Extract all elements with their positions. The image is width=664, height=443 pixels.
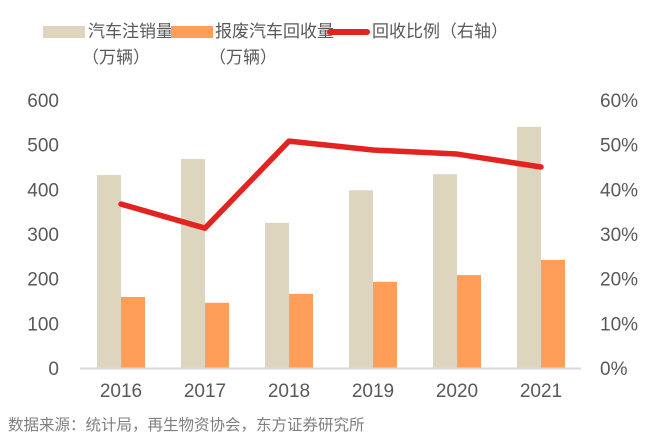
legend-text-unit: （万辆）	[82, 48, 150, 68]
y-right-tick-label: 0%	[600, 359, 628, 380]
legend-text: 回收比例（右轴）	[372, 22, 508, 42]
legend-text-unit: （万辆）	[209, 48, 277, 68]
legend-swatch-ratio	[327, 29, 370, 35]
legend-text: 报废汽车回收量	[215, 22, 334, 42]
source-note: 数据来源：统计局，再生物资协会，东方证券研究所	[8, 416, 365, 434]
legend-swatch-registrations	[43, 26, 85, 38]
bar-registrations	[433, 174, 457, 368]
x-tick-label: 2021	[520, 381, 562, 402]
y-left-tick-label: 400	[27, 180, 59, 201]
bar-recycled	[289, 293, 313, 368]
y-left-tick-label: 200	[27, 270, 59, 291]
y-right-tick-label: 60%	[600, 91, 638, 112]
y-right-tick-label: 40%	[600, 180, 638, 201]
bar-registrations	[265, 222, 289, 368]
bar-recycled	[541, 259, 565, 368]
legend: 汽车注销量 （万辆） 报废汽车回收量 （万辆） 回收比例（右轴）	[0, 0, 664, 80]
legend-label-registrations: 汽车注销量 （万辆）	[82, 19, 173, 71]
bar-recycled	[205, 302, 229, 368]
bar-registrations	[349, 190, 373, 368]
y-right-tick-label: 20%	[600, 270, 638, 291]
ratio-line	[118, 138, 544, 231]
x-tick-label: 2017	[184, 381, 226, 402]
x-tick-label: 2020	[436, 381, 478, 402]
x-tick-label: 2018	[268, 381, 310, 402]
y-left-tick-label: 500	[27, 136, 59, 157]
y-left-tick-label: 300	[27, 225, 59, 246]
y-right-tick-label: 50%	[600, 136, 638, 157]
bar-recycled	[457, 275, 481, 368]
x-tick-label: 2019	[352, 381, 394, 402]
legend-label-recycled: 报废汽车回收量 （万辆）	[209, 19, 334, 71]
bar-registrations	[181, 158, 205, 368]
legend-label-ratio: 回收比例（右轴）	[372, 19, 508, 45]
bar-registrations	[97, 175, 121, 368]
bar-recycled	[373, 281, 397, 368]
y-left-tick-label: 0	[48, 359, 59, 380]
y-left-tick-label: 600	[27, 91, 59, 112]
y-right-tick-label: 30%	[600, 225, 638, 246]
x-tick-label: 2016	[100, 381, 142, 402]
y-right-tick-label: 10%	[600, 314, 638, 335]
y-left-tick-label: 100	[27, 314, 59, 335]
legend-swatch-recycled	[171, 26, 213, 38]
bar-recycled	[121, 296, 145, 368]
legend-text: 汽车注销量	[88, 22, 173, 42]
